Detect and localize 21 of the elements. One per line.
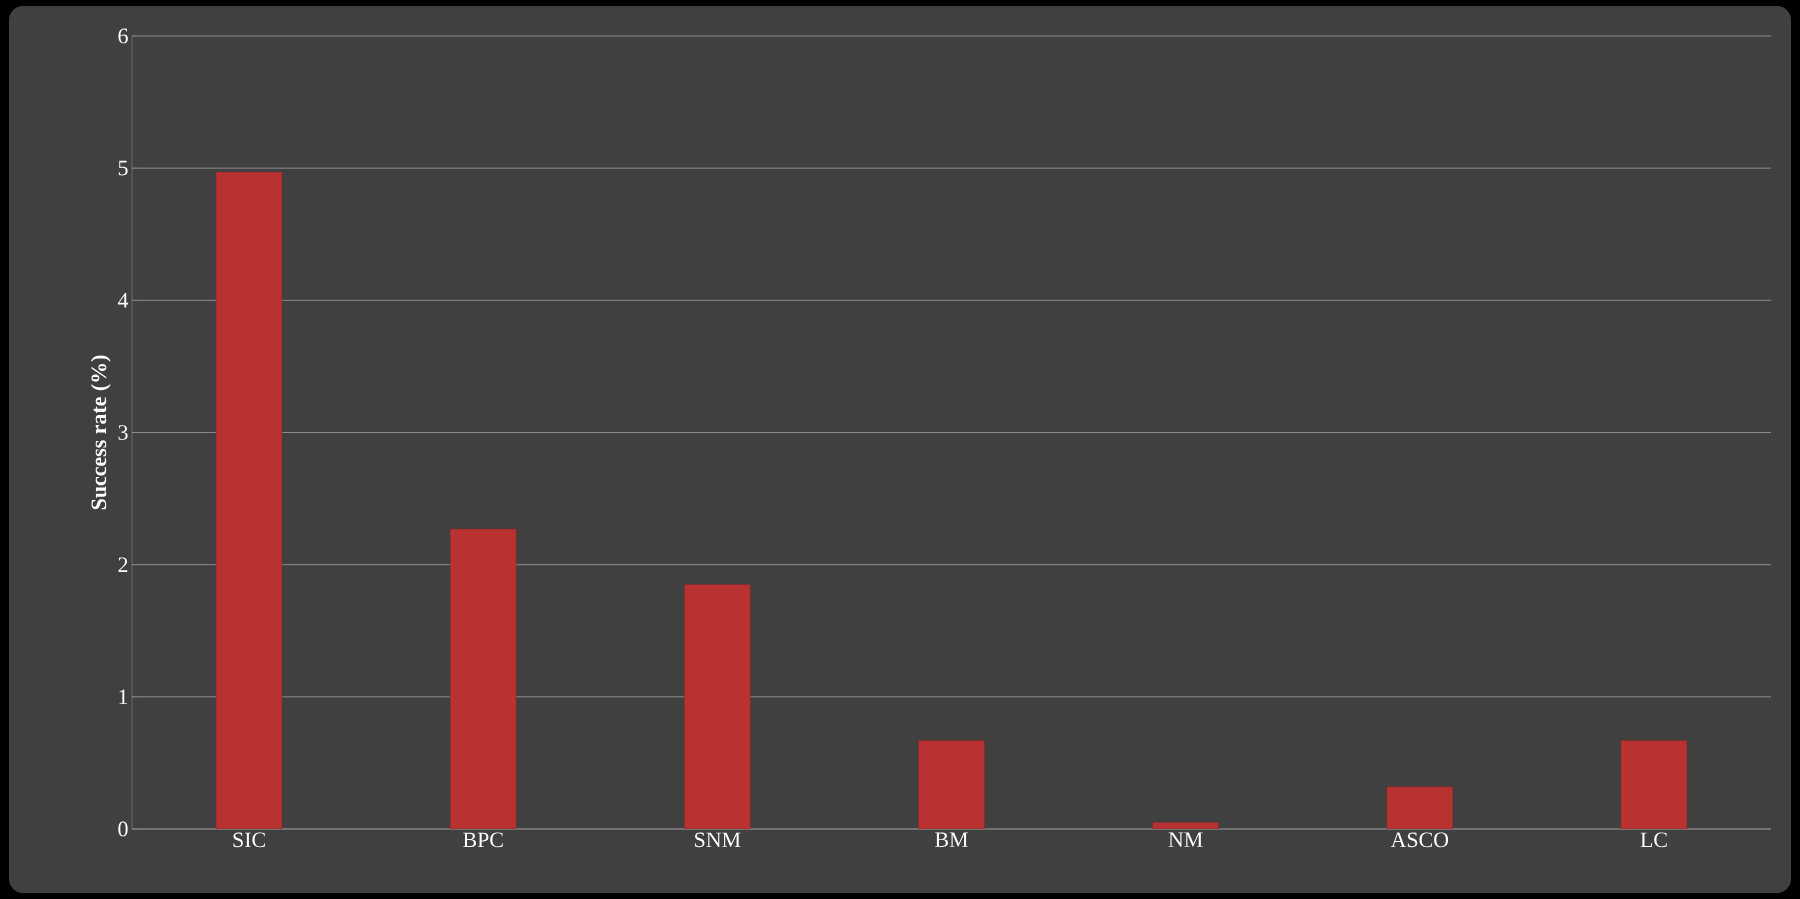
x-tick-label: LC [1640,832,1667,848]
y-tick-label: 4 [117,293,129,308]
bar [684,584,751,829]
x-tick-label: ASCO [1390,832,1449,848]
bar [918,740,985,829]
x-tick-label: BPC [463,832,503,848]
y-tick-label: 2 [118,557,128,572]
bar [1620,740,1688,829]
bar [450,528,517,829]
x-tick-label: BM [935,832,968,847]
bar [1386,786,1453,829]
y-tick-label: 0 [118,821,128,837]
y-tick-label: 5 [118,160,128,176]
x-tick-label: SNM [695,832,741,848]
y-tick-label: 3 [118,425,128,440]
x-tick-label: NM [1168,832,1203,847]
y-tick-label: 6 [118,28,128,44]
y-tick-label: 1 [119,689,128,705]
y-axis-title: Success rate (%) [90,355,111,510]
x-tick-label: SIC [233,832,265,848]
bar [215,171,283,829]
